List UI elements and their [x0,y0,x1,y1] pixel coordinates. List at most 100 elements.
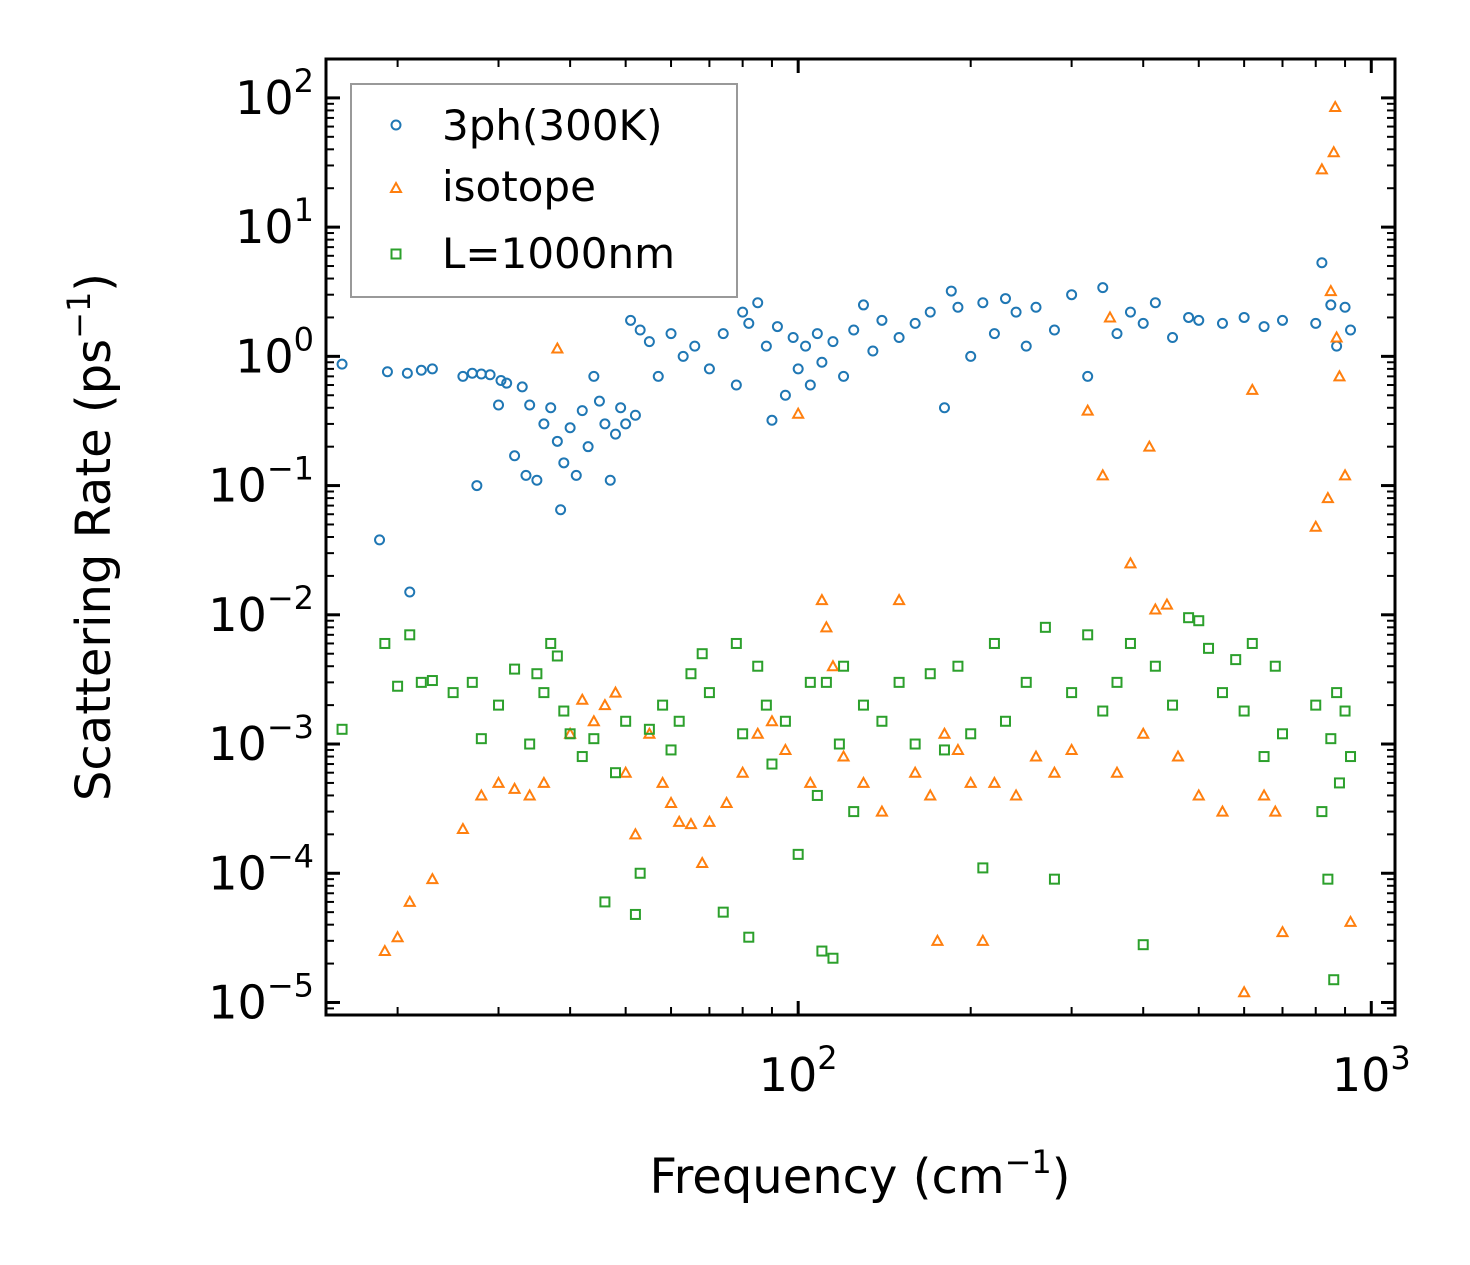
data-point [908,765,922,778]
data-point [537,775,551,788]
data-point [1257,788,1271,801]
data-point [689,340,701,352]
data-point [545,637,557,649]
data-point [558,705,570,717]
data-point [833,738,845,750]
data-point [575,692,589,705]
legend-box [350,83,738,298]
data-point [696,648,708,660]
data-point [892,593,906,606]
data-point [456,821,470,835]
data-point [587,714,601,727]
data-point [1171,749,1185,762]
data-point [1230,654,1242,666]
data-point [752,660,764,672]
tick-layer [326,58,1395,1016]
data-point [1137,317,1149,329]
data-point [743,931,755,943]
data-point [564,422,576,434]
data-point [938,744,950,756]
data-point [685,668,697,680]
x-axis-title-exp: −1 [1005,1143,1052,1181]
data-point [766,414,778,426]
data-point [751,726,765,739]
data-point [1277,314,1289,326]
data-point [466,676,478,688]
data-point [425,872,440,885]
data-point [426,363,438,375]
data-point [1110,765,1124,778]
data-point [620,715,632,727]
data-point [811,328,823,340]
data-point [1048,324,1060,336]
data-point [1064,742,1079,755]
data-point [1216,317,1228,329]
data-point [1269,660,1281,672]
series-2 [336,612,1357,986]
data-point [737,728,749,740]
data-point [965,728,977,740]
data-point [816,356,828,368]
data-point [820,676,832,688]
data-point [766,758,778,770]
data-point [381,366,393,378]
x-axis-title-text: Frequency (cm [649,1149,1004,1205]
data-point [1020,340,1032,352]
data-point [1339,705,1351,717]
data-point [702,814,717,827]
data-point [598,698,612,711]
y-tick-label: 100 [235,320,314,383]
data-point [652,370,664,382]
data-point [1268,804,1282,817]
data-point [836,749,851,762]
data-point [1030,301,1042,313]
y-tick-label: 10−1 [208,450,314,513]
data-point [604,474,616,486]
data-point [703,363,715,375]
data-point [643,723,655,735]
data-point [392,680,404,692]
data-point [379,637,391,649]
y-axis-title-text: Scattering Rate (ps [66,339,122,801]
data-point [1103,310,1117,323]
data-point [703,687,715,699]
data-point [1137,939,1149,951]
data-point [792,848,804,860]
data-point [811,789,823,801]
data-point [1237,985,1251,998]
data-point [1142,439,1157,452]
data-point [582,441,594,453]
data-point [816,945,828,957]
data-point [1333,777,1345,789]
data-point [474,788,489,801]
y-tick-label: 10−3 [208,708,314,771]
data-point [634,324,646,336]
data-point [838,370,850,382]
data-point [1193,615,1205,627]
data-point [735,765,750,778]
data-point [800,340,812,352]
data-point [378,943,392,957]
data-point [1246,637,1258,649]
data-point [1328,974,1340,986]
data-point [875,804,889,817]
data-point [838,660,850,672]
y-axis-title: Scattering Rate (ps−1) [60,273,122,801]
data-point [550,341,565,354]
data-point [1167,699,1179,711]
data-point [951,742,965,755]
series-layer [336,99,1358,998]
data-point [1160,597,1174,610]
series-0 [336,257,1357,598]
data-point [1343,914,1358,927]
data-point [390,930,405,943]
data-point [719,795,734,808]
data-point [695,855,709,869]
data-point [717,328,729,340]
data-point [1216,687,1228,699]
data-point [778,742,793,755]
legend-marker-boundary [390,248,402,260]
data-point [404,629,416,641]
data-point [909,738,921,750]
data-point [1010,306,1022,318]
